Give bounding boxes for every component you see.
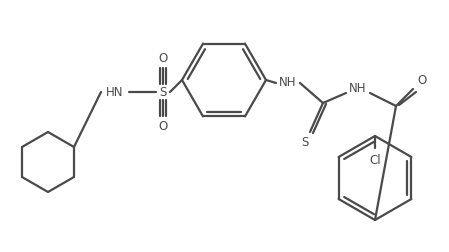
Text: O: O [158, 119, 167, 133]
Text: Cl: Cl [369, 154, 381, 168]
Text: NH: NH [279, 77, 297, 89]
Text: HN: HN [106, 85, 124, 99]
Text: O: O [418, 74, 427, 86]
Text: S: S [159, 85, 167, 99]
Text: S: S [301, 137, 309, 149]
Text: NH: NH [349, 81, 367, 94]
Text: O: O [158, 51, 167, 65]
